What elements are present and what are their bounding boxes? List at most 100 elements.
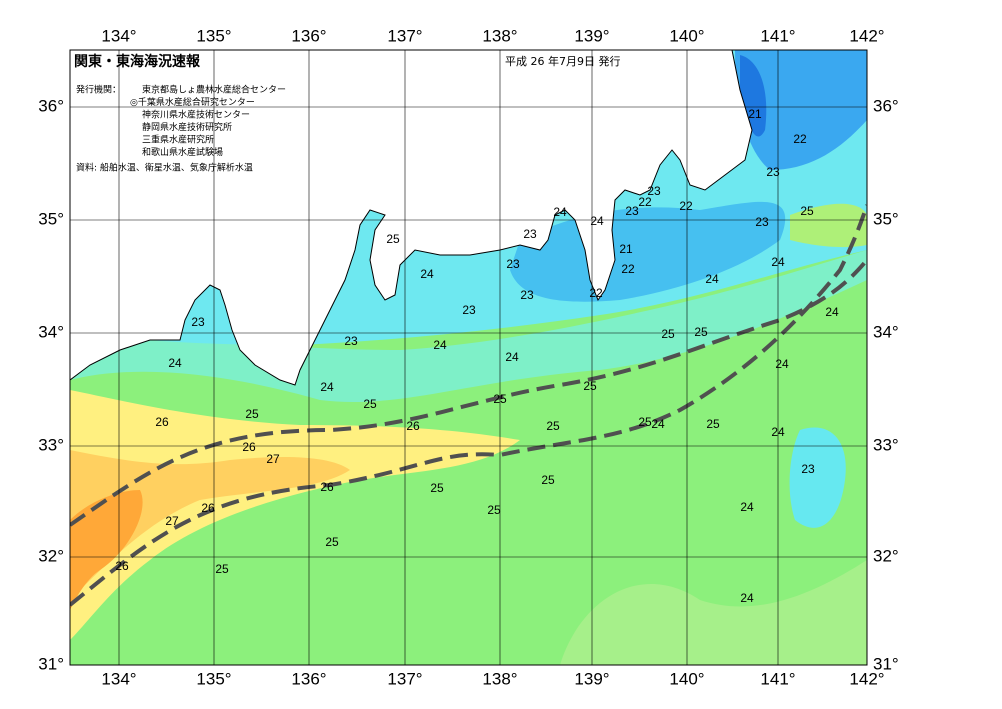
contour-label: 25 [541, 473, 555, 487]
contour-label: 24 [771, 425, 785, 439]
lon-label-bottom: 142° [849, 669, 884, 688]
contour-label: 23 [462, 303, 476, 317]
contour-label: 25 [694, 325, 708, 339]
lon-label-top: 137° [387, 26, 422, 45]
kuroshio-north [70, 258, 867, 527]
lat-label-left: 33° [38, 435, 64, 454]
contour-label: 24 [168, 356, 182, 370]
issuer: 東京都島しょ農林水産総合センター [142, 84, 286, 96]
lat-label-left: 32° [38, 546, 64, 565]
lon-label-bottom: 134° [101, 669, 136, 688]
lon-label-bottom: 135° [196, 669, 231, 688]
lon-label-bottom: 140° [669, 669, 704, 688]
contour-label: 21 [619, 242, 633, 256]
contour-label: 24 [740, 500, 754, 514]
contour-label: 26 [242, 440, 256, 454]
lon-label-top: 142° [849, 26, 884, 45]
contour-label: 22 [621, 262, 635, 276]
lon-label-bottom: 139° [574, 669, 609, 688]
lat-label-left: 36° [38, 96, 64, 115]
contour-label: 23 [625, 204, 639, 218]
lon-label-top: 136° [291, 26, 326, 45]
contour-label: 25 [487, 503, 501, 517]
contour-label: 23 [801, 462, 815, 476]
lon-label-top: 139° [574, 26, 609, 45]
contour-label: 25 [363, 397, 377, 411]
contour-label: 25 [661, 327, 675, 341]
zone-21 [735, 50, 867, 170]
contour-label: 23 [506, 257, 520, 271]
issuers-label: 発行機関： [76, 84, 121, 96]
map-body: 21 22 23 25 23 22 23 22 23 24 24 23 25 21 23 22 24 24 24 23… [70, 50, 867, 665]
lat-label-right: 36° [873, 96, 899, 115]
graticule [70, 50, 867, 665]
contour-label: 21 [748, 107, 762, 121]
lat-label-right: 33° [873, 435, 899, 454]
contour-label: 25 [386, 232, 400, 246]
zone-25-ne [790, 203, 867, 248]
lat-label-right: 32° [873, 546, 899, 565]
issuer: 静岡県水産技術研究所 [142, 121, 232, 133]
lon-label-bottom: 137° [387, 669, 422, 688]
contour-label: 24 [651, 417, 665, 431]
contour-label: 23 [523, 227, 537, 241]
contour-label: 26 [155, 415, 169, 429]
zone-27 [70, 450, 350, 600]
zone-26 [70, 390, 520, 640]
lon-label-top: 140° [669, 26, 704, 45]
contour-label: 24 [775, 357, 789, 371]
contour-label: 25 [325, 535, 339, 549]
title: 関東・東海海況速報 [74, 53, 201, 70]
contour-label: 23 [191, 315, 205, 329]
issuer: 神奈川県水産技術センター [142, 109, 250, 121]
zone-23-se [789, 427, 846, 528]
land [70, 50, 753, 386]
lat-label-right: 35° [873, 209, 899, 228]
contour-label: 23 [766, 165, 780, 179]
lon-label-top: 135° [196, 26, 231, 45]
contour-label: 24 [771, 255, 785, 269]
contour-label: 25 [706, 417, 720, 431]
contour-label: 24 [740, 591, 754, 605]
zone-24-25 [560, 560, 867, 665]
contour-label: 25 [245, 407, 259, 421]
contour-label: 24 [553, 205, 567, 219]
axis-labels: 134° 135° 136° 137° 138° 139° 140° 141° 142° 134°… [38, 26, 898, 688]
lon-label-top: 138° [482, 26, 517, 45]
issue-date: 平成 26 年7月9日 発行 [505, 54, 620, 68]
lon-label-top: 134° [101, 26, 136, 45]
lat-label-left: 31° [38, 654, 64, 673]
contour-label: 23 [755, 215, 769, 229]
contour-label: 26 [115, 559, 129, 573]
contour-label: 22 [589, 286, 603, 300]
lon-label-bottom: 141° [760, 669, 795, 688]
contour-label: 25 [430, 481, 444, 495]
zone-28 [70, 490, 143, 610]
contour-label: 25 [215, 562, 229, 576]
contour-label: 25 [583, 379, 597, 393]
lat-label-left: 35° [38, 209, 64, 228]
contour-label: 24 [420, 267, 434, 281]
contour-label: 26 [320, 480, 334, 494]
contour-label: 22 [793, 132, 807, 146]
contour-label: 25 [546, 419, 560, 433]
lat-label-left: 34° [38, 322, 64, 341]
contour-label: 25 [638, 415, 652, 429]
contour-label: 24 [320, 380, 334, 394]
contour-label: 23 [647, 184, 661, 198]
contour-label: 26 [406, 419, 420, 433]
contour-label: 27 [165, 514, 179, 528]
lon-label-top: 141° [760, 26, 795, 45]
issuers: 東京都島しょ農林水産総合センター◎千葉県水産総合研究センター神奈川県水産技術セン… [130, 84, 286, 159]
kuroshio-south [70, 204, 867, 607]
contour-label: 24 [505, 350, 519, 364]
contour-label: 22 [679, 199, 693, 213]
lon-label-bottom: 138° [482, 669, 517, 688]
contour-label: 27 [266, 452, 280, 466]
contour-labels: 21 22 23 25 23 22 23 22 23 24 24 23 25 21 23 22 24 24 24 23… [115, 107, 839, 605]
contour-label: 23 [520, 288, 534, 302]
issuer: ◎千葉県水産総合研究センター [130, 96, 255, 108]
contour-label: 24 [590, 214, 604, 228]
